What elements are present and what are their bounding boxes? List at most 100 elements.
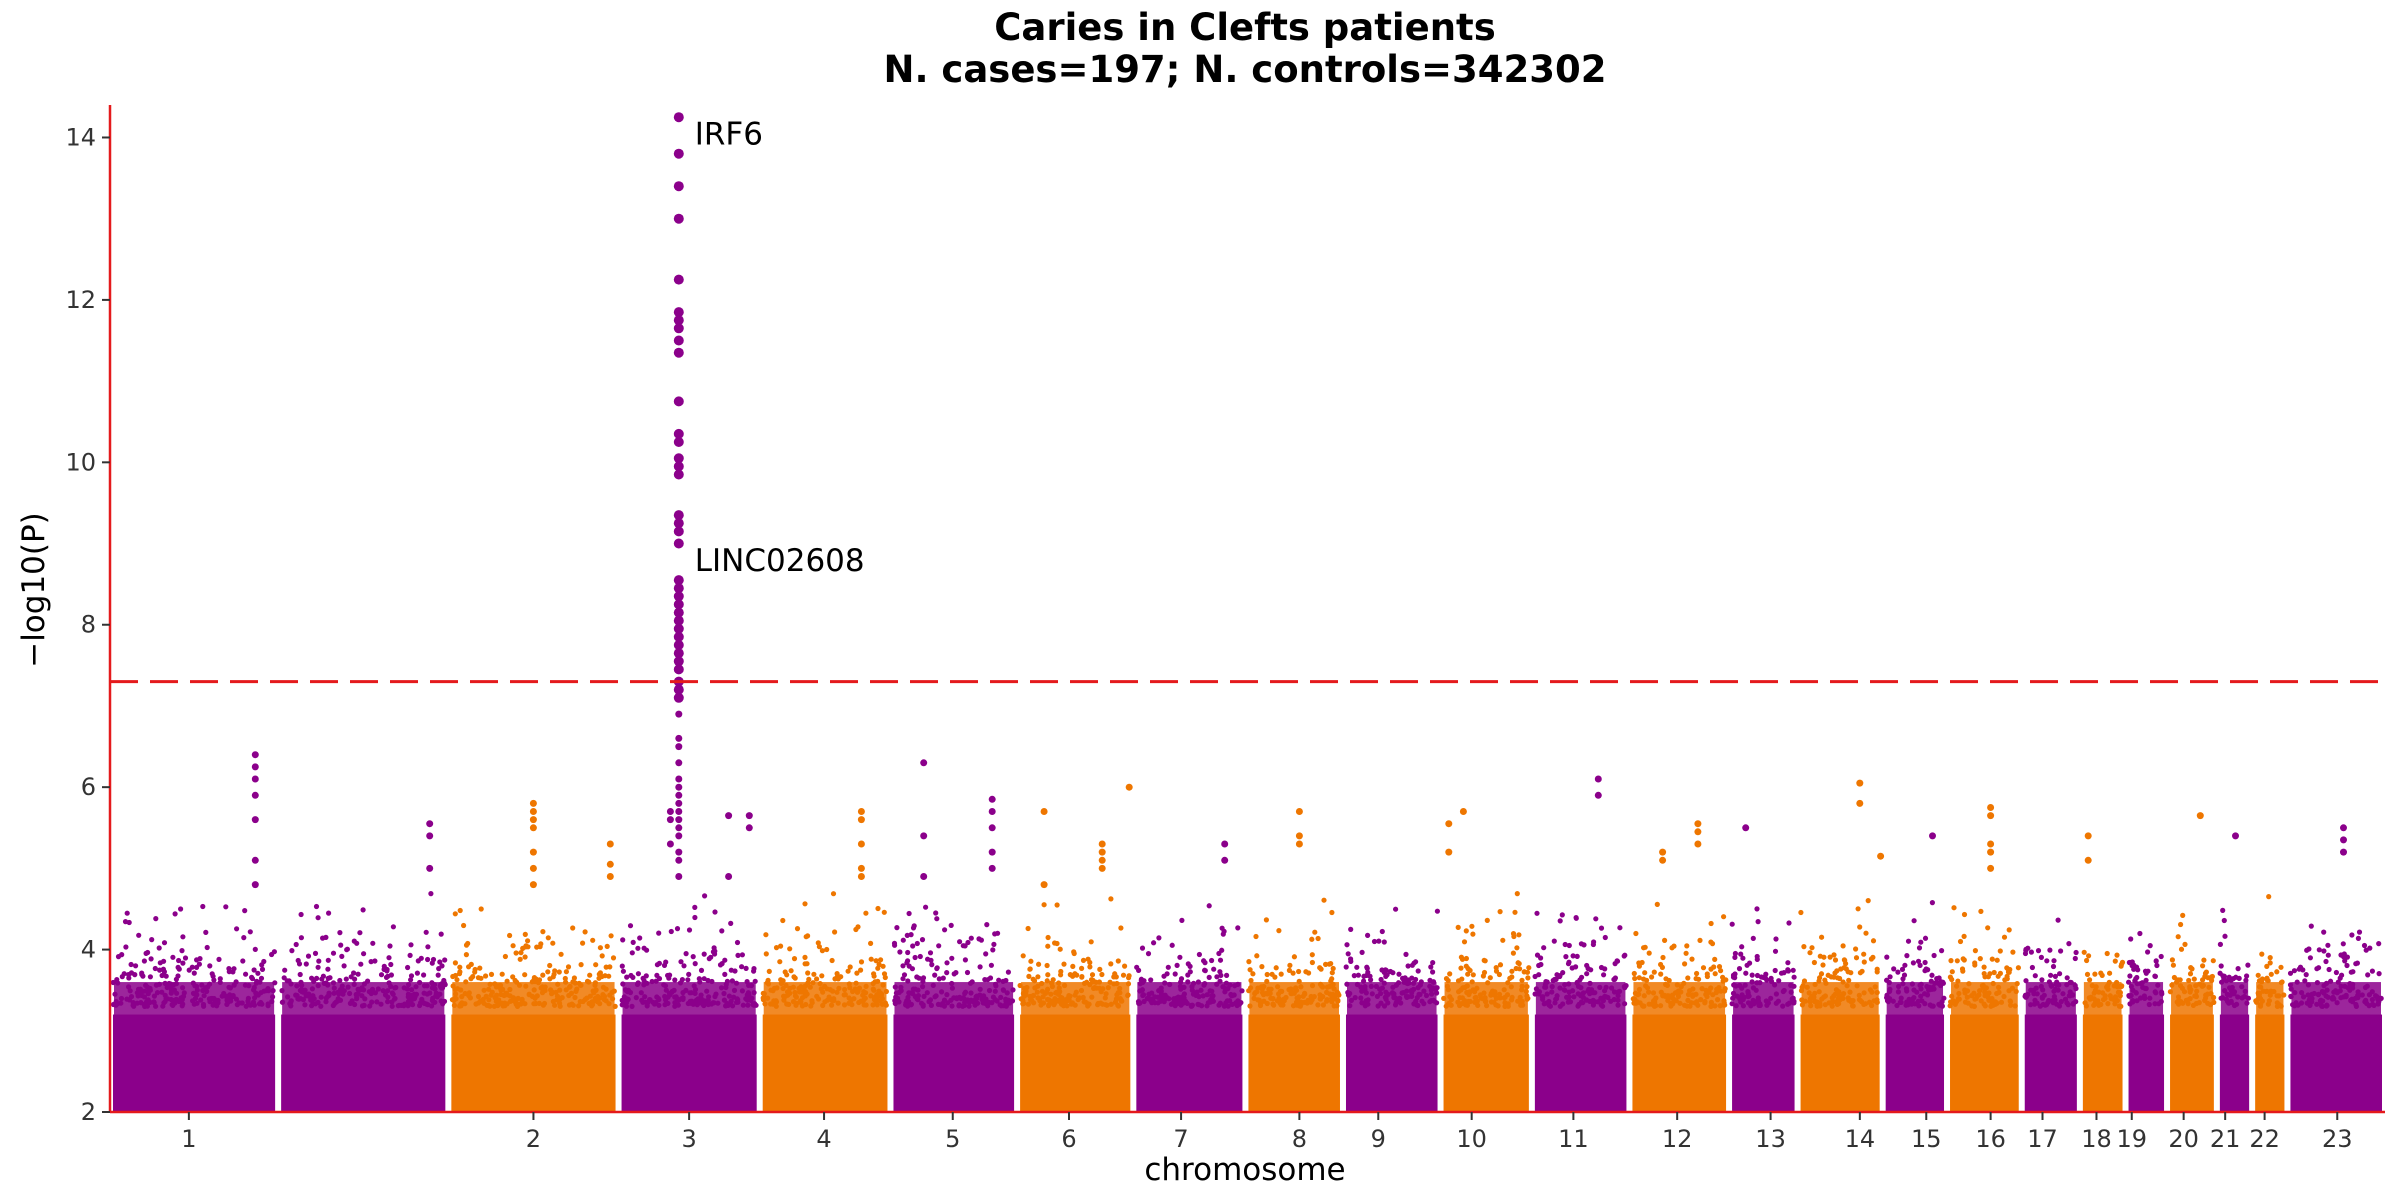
chromosome-points-19 <box>2126 930 2165 1112</box>
scatter-points <box>1441 890 1532 1010</box>
peak-point <box>673 461 684 472</box>
peak-point <box>1987 812 1995 820</box>
y-tick-label: 10 <box>65 448 96 476</box>
chromosome-points-6 <box>1017 896 1132 1112</box>
chromosome-points-11 <box>1532 910 1629 1112</box>
peak-point <box>673 518 684 529</box>
peak-point <box>1987 840 1995 848</box>
y-tick-label: 2 <box>81 1098 96 1126</box>
x-tick-label: 15 <box>1911 1125 1942 1153</box>
dense-band <box>1443 1014 1529 1112</box>
peak-point <box>1694 828 1702 836</box>
chromosome-points-2 <box>449 906 618 1112</box>
chart-subtitle: N. cases=197; N. controls=342302 <box>884 48 1607 91</box>
peak-point <box>988 848 996 856</box>
y-axis-ticks: 2 4 6 8 10 12 14 <box>65 123 110 1126</box>
x-tick-label: 16 <box>1975 1125 2006 1153</box>
peak-point <box>426 832 434 840</box>
peak-point <box>1459 808 1467 815</box>
chromosome-points-18 <box>2081 949 2126 1112</box>
peak-point <box>673 640 684 650</box>
dense-band <box>1885 1014 1945 1112</box>
chromosome-points-4 <box>760 891 889 1112</box>
x-tick-label: 17 <box>2027 1125 2058 1153</box>
peak-point <box>988 795 996 803</box>
peak-point <box>725 812 733 820</box>
peak-point <box>675 710 683 718</box>
peak-point <box>251 775 259 783</box>
peak-point <box>673 469 684 480</box>
dense-band <box>2024 1014 2077 1112</box>
chromosome-points-10 <box>1441 890 1532 1112</box>
scatter-points <box>2253 894 2287 1009</box>
gene-annotations: IRF6 LINC02608 <box>695 116 865 578</box>
dense-band <box>1632 1014 1727 1112</box>
peak-point <box>1098 848 1106 856</box>
scatter-points <box>1729 906 1797 1009</box>
peak-point <box>666 808 674 815</box>
peak-point <box>606 860 614 868</box>
peak-point <box>1221 840 1229 848</box>
peak-point <box>1659 856 1667 864</box>
chromosome-points-17 <box>2022 917 2079 1112</box>
dense-band <box>621 1014 757 1112</box>
peak-point <box>1694 840 1702 848</box>
peak-point <box>2340 836 2347 844</box>
peak-point <box>606 873 614 880</box>
peak-point <box>1445 820 1453 828</box>
chromosome-points-5 <box>891 904 1016 1112</box>
x-tick-label: 1 <box>181 1125 196 1153</box>
peak-point <box>673 526 684 537</box>
dense-band <box>762 1014 888 1112</box>
peak-point <box>673 656 684 667</box>
peak-point <box>675 775 683 783</box>
peak-point <box>675 873 683 880</box>
peak-point <box>1929 832 1936 840</box>
peak-point <box>920 759 928 767</box>
peak-point <box>673 335 684 346</box>
x-tick-label: 20 <box>2168 1125 2199 1153</box>
x-tick-label: 21 <box>2210 1125 2241 1153</box>
x-tick-label: 12 <box>1662 1125 1693 1153</box>
x-tick-label: 22 <box>2249 1125 2280 1153</box>
peak-point <box>673 591 684 602</box>
peak-point <box>529 864 537 872</box>
peak-point <box>2084 856 2092 864</box>
scatter-points <box>2022 917 2079 1009</box>
peak-point <box>251 751 259 759</box>
x-axis-ticks: 1 2 3 4 5 6 7 8 9 10 11 12 13 14 15 16 17 18 19 20 21 22 23 <box>181 1112 2353 1153</box>
peak-point <box>1594 791 1602 799</box>
scatter-points <box>2167 912 2217 1008</box>
x-tick-label: 3 <box>681 1125 696 1153</box>
peak-point <box>673 538 684 549</box>
gene-label: LINC02608 <box>695 543 865 579</box>
peak-point <box>675 783 683 791</box>
peak-point <box>673 274 684 285</box>
x-tick-label: 14 <box>1845 1125 1876 1153</box>
peak-point <box>1295 840 1303 848</box>
peak-point <box>529 848 537 856</box>
x-tick-label: 19 <box>2116 1125 2147 1153</box>
peak-point <box>1040 808 1048 815</box>
peak-point <box>1856 779 1864 787</box>
peak-point <box>666 840 674 848</box>
chromosome-points-9 <box>1343 906 1440 1112</box>
scatter-points <box>1947 905 2022 1009</box>
scatter-points <box>619 893 759 1009</box>
chromosome-points-segment <box>279 890 448 1112</box>
scatter-points <box>760 891 889 1009</box>
dense-band <box>1534 1014 1627 1112</box>
dense-band <box>451 1014 616 1112</box>
peak-point <box>251 816 259 824</box>
peak-point <box>857 873 865 880</box>
peak-point <box>745 812 753 820</box>
scatter-points <box>110 903 278 1010</box>
peak-point <box>725 873 733 880</box>
chromosome-points-13 <box>1729 906 1797 1112</box>
peak-point <box>675 824 683 832</box>
peak-point <box>675 759 683 767</box>
peak-point <box>673 437 684 447</box>
peak-point <box>1295 832 1303 840</box>
y-tick-label: 12 <box>65 286 96 314</box>
